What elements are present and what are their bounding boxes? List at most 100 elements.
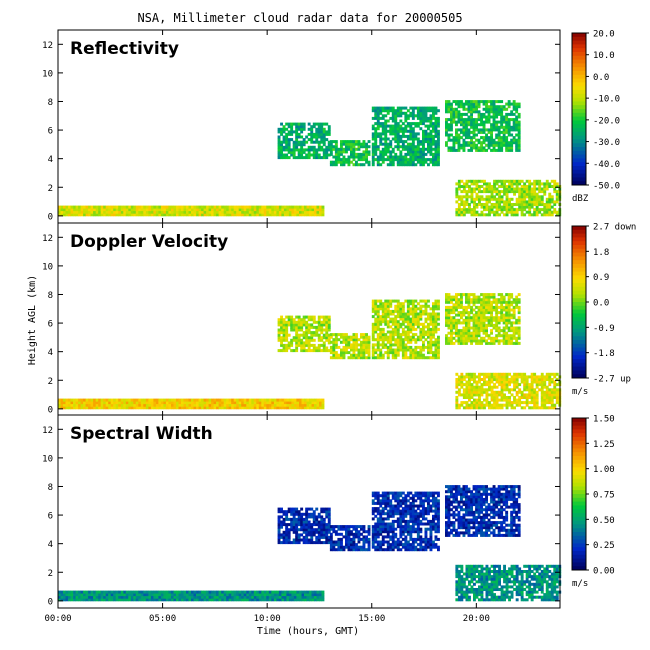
cloud-cell — [520, 200, 524, 204]
cloud-cell — [472, 321, 476, 325]
cloud-cell — [528, 393, 532, 397]
cloud-cell — [355, 160, 358, 164]
cloud-cell — [543, 401, 547, 405]
cloud-cell — [78, 595, 81, 599]
cloud-cell — [432, 320, 435, 324]
cloud-cell — [503, 179, 506, 183]
cloud-cell — [507, 318, 511, 322]
cloud-cell — [480, 303, 483, 307]
cloud-cell — [495, 406, 499, 410]
cloud-cell — [528, 406, 532, 410]
cloud-cell — [520, 378, 524, 381]
cloud-cell — [396, 106, 400, 110]
cloud-cell — [432, 137, 435, 141]
cloud-cell — [317, 156, 321, 160]
cloud-cell — [493, 398, 496, 402]
cloud-cell — [285, 333, 289, 337]
cloud-cell — [401, 340, 405, 344]
cloud-cell — [293, 210, 297, 214]
cloud-cell — [507, 293, 511, 297]
cloud-cell — [416, 335, 420, 339]
cloud-cell — [424, 338, 428, 342]
cloud-cell — [386, 307, 390, 311]
colorbar-swatch — [572, 321, 586, 326]
cloud-cell — [515, 115, 519, 119]
cloud-cell — [543, 190, 547, 194]
cloud-cell — [525, 388, 529, 392]
cloud-cell — [386, 304, 390, 308]
cloud-cell — [497, 316, 501, 320]
cloud-cell — [178, 213, 182, 217]
cloud-cell — [290, 148, 294, 152]
cloud-cell — [193, 593, 197, 597]
cloud-cell — [470, 318, 473, 322]
cloud-cell — [236, 590, 240, 594]
cloud-cell — [304, 205, 307, 209]
cloud-cell — [297, 127, 301, 131]
cloud-cell — [523, 203, 527, 206]
cloud-cell — [384, 147, 388, 151]
cloud-cell — [168, 208, 172, 212]
cloud-cell — [462, 388, 466, 392]
cloud-cell — [271, 401, 275, 405]
cloud-cell — [218, 210, 222, 214]
cloud-cell — [226, 213, 230, 217]
cloud-cell — [394, 325, 398, 329]
cloud-cell — [391, 356, 395, 360]
cloud-cell — [478, 406, 481, 410]
cloud-cell — [455, 329, 458, 333]
cloud-cell — [467, 311, 471, 315]
cloud-cell — [381, 327, 385, 331]
cloud-cell — [518, 203, 522, 206]
cloud-cell — [300, 140, 304, 144]
colorbar-swatch — [572, 173, 586, 178]
cloud-cell — [307, 148, 311, 152]
cloud-cell — [306, 213, 310, 217]
cloud-cell — [285, 538, 289, 542]
colorbar-swatch — [572, 90, 586, 95]
cloud-cell — [477, 110, 481, 114]
cloud-cell — [381, 127, 385, 131]
cloud-cell — [505, 112, 509, 116]
cloud-cell — [238, 590, 242, 594]
cloud-cell — [515, 182, 519, 186]
cloud-cell — [495, 187, 499, 191]
cloud-cell — [340, 335, 343, 339]
cloud-cell — [58, 595, 61, 599]
cloud-cell — [488, 372, 491, 376]
y-tick-label: 2 — [48, 377, 53, 387]
cloud-cell — [327, 336, 331, 340]
cloud-cell — [165, 593, 169, 597]
cloud-cell — [60, 406, 64, 410]
cloud-cell — [500, 339, 504, 343]
cloud-cell — [503, 205, 506, 209]
cloud-cell — [83, 208, 86, 212]
cloud-cell — [394, 351, 398, 355]
cloud-cell — [394, 137, 398, 141]
cloud-cell — [236, 401, 240, 405]
cloud-cell — [322, 122, 326, 126]
cloud-cell — [411, 163, 415, 167]
cloud-cell — [191, 406, 194, 410]
cloud-cell — [485, 128, 488, 132]
cloud-cell — [196, 406, 199, 410]
cloud-cell — [457, 298, 461, 302]
cloud-cell — [490, 185, 494, 188]
cloud-cell — [320, 122, 324, 126]
cloud-cell — [266, 213, 270, 217]
cloud-cell — [386, 142, 390, 146]
cloud-cell — [510, 138, 514, 142]
cloud-cell — [135, 590, 139, 594]
cloud-cell — [173, 406, 177, 410]
cloud-cell — [485, 311, 488, 315]
cloud-cell — [538, 380, 542, 384]
cloud-cell — [482, 130, 486, 134]
cloud-cell — [304, 406, 307, 410]
cloud-cell — [473, 393, 476, 397]
cloud-cell — [447, 339, 451, 343]
cloud-cell — [130, 406, 134, 410]
cloud-cell — [487, 295, 491, 299]
cloud-cell — [437, 160, 440, 164]
cloud-cell — [290, 325, 294, 329]
